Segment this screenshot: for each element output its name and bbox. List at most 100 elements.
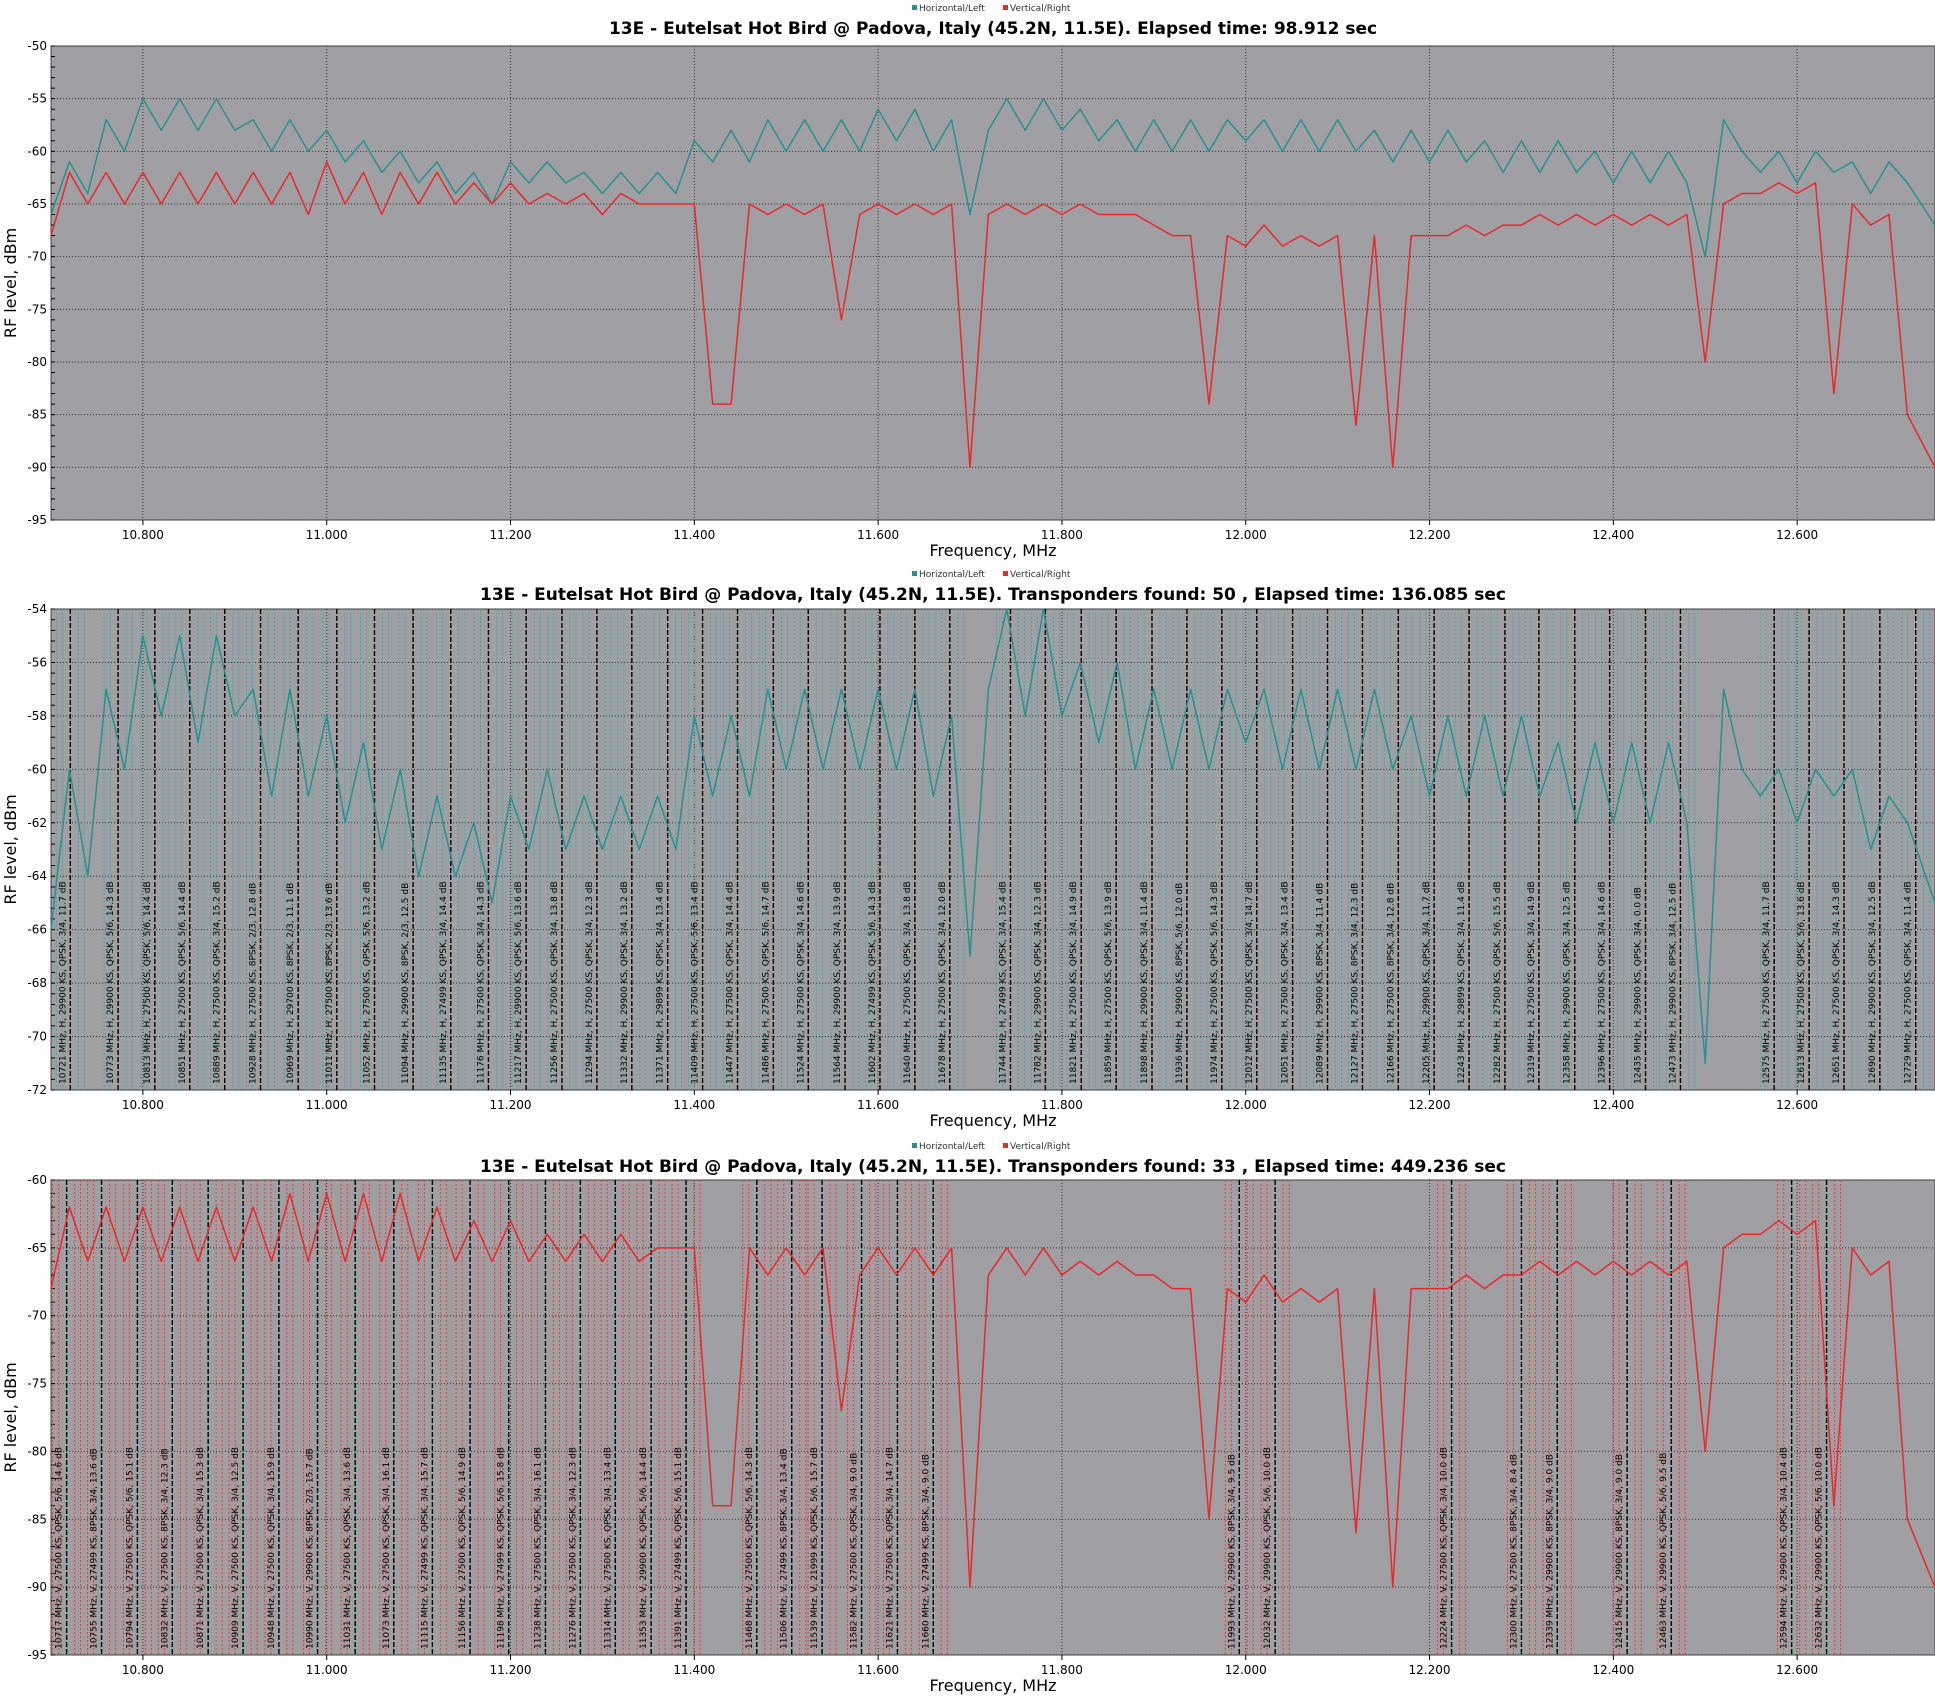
y-axis-label: RF level, dBm — [1, 228, 20, 338]
x-tick-label: 12.200 — [1409, 1663, 1451, 1677]
transponder-label: 10721 MHz, H, 29900 KS, QPSK, 3/4, 11.7 … — [58, 881, 68, 1084]
transponder-label: 10832 MHz, V, 27500 KS, 8PSK, 3/4, 12.3 … — [160, 1448, 170, 1649]
chart-panel-3: Horizontal/Left Vertical/Right 13E - Eutel… — [1, 1142, 1935, 1695]
transponder-label: 11371 MHz, H, 29899 KS, QPSK, 3/4, 13.4 … — [656, 881, 666, 1084]
y-axis-label: RF level, dBm — [1, 1362, 20, 1472]
transponder-label: 12166 MHz, H, 27500 KS, 8PSK, 3/4, 12.8 … — [1386, 883, 1396, 1084]
transponder-label: 11094 MHz, H, 29900 KS, 8PSK, 2/3, 12.5 … — [401, 883, 411, 1084]
x-tick-label: 11.200 — [490, 1663, 532, 1677]
y-tick-label: -66 — [27, 923, 47, 937]
plot-area — [50, 1179, 1935, 1656]
transponder-label: 12224 MHz, V, 27500 KS, QPSK, 3/4, 10.0 … — [1440, 1447, 1450, 1649]
chart-panel-2: Horizontal/Left Vertical/Right 13E - Eutel… — [1, 570, 1935, 1130]
y-tick-label: -75 — [27, 1377, 47, 1391]
transponder-label: 11974 MHz, H, 27500 KS, QPSK, 5/6, 14.3 … — [1210, 881, 1220, 1084]
transponder-label: 11539 MHz, V, 21999 KS, QPSK, 5/6, 15.7 … — [810, 1447, 820, 1649]
y-tick-label: -55 — [27, 92, 47, 106]
transponder-label: 11176 MHz, H, 27500 KS, QPSK, 3/4, 14.3 … — [476, 881, 486, 1084]
transponder-label: 11391 MHz, V, 27499 KS, QPSK, 5/6, 15.1 … — [674, 1447, 684, 1649]
transponder-label: 11506 MHz, V, 27499 KS, 8PSK, 3/4, 13.4 … — [780, 1448, 790, 1649]
x-tick-label: 10.800 — [122, 528, 164, 542]
x-tick-label: 11.000 — [306, 528, 348, 542]
transponder-label: 11135 MHz, H, 27499 KS, QPSK, 3/4, 14.4 … — [439, 881, 449, 1084]
x-tick-label: 10.800 — [122, 1098, 164, 1112]
transponder-label: 11256 MHz, H, 27500 KS, QPSK, 3/4, 13.8 … — [550, 881, 560, 1084]
x-tick-label: 11.800 — [1041, 1663, 1083, 1677]
transponder-label: 10928 MHz, H, 27500 KS, 8PSK, 2/3, 12.8 … — [249, 883, 259, 1084]
transponder-label: 12032 MHz, V, 29900 KS, QPSK, 5/6, 10.0 … — [1263, 1447, 1273, 1649]
x-tick-label: 11.200 — [490, 528, 532, 542]
transponder-label: 11314 MHz, V, 27500 KS, QPSK, 3/4, 13.4 … — [603, 1447, 613, 1649]
transponder-label: 11678 MHz, H, 27500 KS, QPSK, 3/4, 12.0 … — [938, 881, 948, 1084]
x-tick-label: 10.800 — [122, 1663, 164, 1677]
x-tick-label: 11.600 — [857, 1663, 899, 1677]
legend-horizontal-swatch — [912, 1143, 917, 1148]
transponder-label: 12415 MHz, V, 29900 KS, 8PSK, 3/4, 9.0 d… — [1615, 1454, 1625, 1649]
transponder-label: 10969 MHz, H, 29700 KS, 8PSK, 2/3, 11.1 … — [286, 883, 296, 1084]
transponder-label: 11859 MHz, H, 27500 KS, QPSK, 5/6, 13.9 … — [1104, 881, 1114, 1084]
transponder-label: 12594 MHz, V, 29900 KS, QPSK, 3/4, 10.4 … — [1780, 1447, 1790, 1649]
x-tick-label: 12.600 — [1776, 528, 1818, 542]
y-tick-label: -70 — [27, 1030, 47, 1044]
transponder-label: 10948 MHz, V, 27500 KS, QPSK, 3/4, 15.9 … — [267, 1447, 277, 1649]
legend-vertical-label: Vertical/Right — [1010, 570, 1071, 580]
y-tick-label: -95 — [27, 1648, 47, 1662]
transponder-label: 12243 MHz, H, 29899 KS, QPSK, 3/4, 11.4 … — [1457, 881, 1467, 1084]
y-tick-label: -90 — [27, 460, 47, 474]
transponder-label: 11115 MHz, V, 27499 KS, QPSK, 3/4, 15.7 … — [420, 1447, 430, 1649]
transponder-label: 10773 MHz, H, 29900 KS, QPSK, 5/6, 14.3 … — [106, 881, 116, 1084]
series-line-vertical — [50, 161, 1935, 469]
transponder-label: 11011 MHz, H, 27500 KS, 8PSK, 2/3, 13.6 … — [325, 883, 335, 1084]
transponder-label: 12613 MHz, H, 27500 KS, QPSK, 5/6, 13.6 … — [1797, 881, 1807, 1084]
y-tick-label: -65 — [27, 197, 47, 211]
y-tick-label: -95 — [27, 513, 47, 527]
transponder-label: 11198 MHz, V, 27499 KS, QPSK, 5/6, 15.8 … — [497, 1447, 507, 1649]
transponder-label: 12319 MHz, H, 27500 KS, QPSK, 3/4, 14.9 … — [1527, 881, 1537, 1084]
transponder-label: 11640 MHz, H, 27500 KS, QPSK, 3/4, 13.8 … — [903, 881, 913, 1084]
transponder-label: 12012 MHz, H, 27500 KS, QPSK, 3/4, 14.7 … — [1245, 881, 1255, 1084]
legend-vertical-swatch — [1003, 1143, 1008, 1148]
transponder-label: 10990 MHz, V, 29900 KS, 8PSK, 2/3, 15.7 … — [306, 1448, 316, 1649]
transponder-label: 11524 MHz, H, 27500 KS, QPSK, 3/4, 14.6 … — [796, 881, 806, 1084]
x-tick-label: 11.800 — [1041, 1098, 1083, 1112]
transponder-label: 11217 MHz, H, 29900 KS, QPSK, 5/6, 13.6 … — [514, 881, 524, 1084]
legend-horizontal-swatch — [912, 5, 917, 10]
transponder-label: 11564 MHz, H, 29900 KS, QPSK, 3/4, 13.9 … — [833, 881, 843, 1084]
legend-vertical-swatch — [1003, 5, 1008, 10]
transponder-label: 11353 MHz, V, 29900 KS, QPSK, 5/6, 14.4 … — [639, 1447, 649, 1649]
transponder-label: 11821 MHz, H, 27500 KS, QPSK, 3/4, 14.9 … — [1069, 881, 1079, 1084]
x-tick-label: 11.600 — [857, 528, 899, 542]
transponder-label: 10889 MHz, H, 27500 KS, QPSK, 3/4, 15.2 … — [213, 881, 223, 1084]
transponder-label: 12435 MHz, H, 29900 KS, QPSK, 3/4, 0.0 d… — [1634, 887, 1644, 1084]
series-line-vertical — [50, 1192, 1935, 1588]
transponder-label: 10794 MHz, V, 27500 KS, QPSK, 5/6, 15.1 … — [125, 1447, 135, 1649]
x-axis-label: Frequency, MHz — [929, 1676, 1056, 1695]
transponder-label: 12575 MHz, H, 27500 KS, QPSK, 3/4, 11.7 … — [1762, 881, 1772, 1084]
transponder-label: 11447 MHz, H, 27500 KS, QPSK, 3/4, 14.4 … — [726, 881, 736, 1084]
series-line-horizontal — [50, 97, 1935, 258]
transponder-label: 10871 MHz, V, 27500 KS, QPSK, 3/4, 15.3 … — [196, 1447, 206, 1649]
transponder-label: 11332 MHz, H, 29900 KS, QPSK, 3/4, 13.2 … — [620, 881, 630, 1084]
x-tick-label: 11.400 — [673, 1663, 715, 1677]
x-tick-label: 12.400 — [1592, 1098, 1634, 1112]
y-tick-label: -62 — [27, 816, 47, 830]
x-tick-label: 12.200 — [1409, 1098, 1451, 1112]
x-tick-label: 12.000 — [1225, 528, 1267, 542]
transponder-label: 12127 MHz, H, 27500 KS, 8PSK, 3/4, 12.3 … — [1350, 883, 1360, 1084]
x-tick-label: 11.400 — [673, 1098, 715, 1112]
y-tick-label: -80 — [27, 1444, 47, 1458]
transponder-label: 11468 MHz, V, 27500 KS, QPSK, 5/6, 14.3 … — [745, 1447, 755, 1649]
plot-area — [50, 608, 1935, 1091]
x-axis-label: Frequency, MHz — [929, 1111, 1056, 1130]
y-tick-label: -90 — [27, 1580, 47, 1594]
legend-vertical-label: Vertical/Right — [1010, 4, 1071, 14]
legend-vertical-label: Vertical/Right — [1010, 1142, 1071, 1152]
y-tick-label: -58 — [27, 709, 47, 723]
transponder-label: 12729 MHz, H, 27500 KS, QPSK, 3/4, 11.4 … — [1904, 881, 1914, 1084]
x-axis-label: Frequency, MHz — [929, 541, 1056, 560]
transponder-label: 12632 MHz, V, 29900 KS, QPSK, 5/6, 10.0 … — [1815, 1447, 1825, 1649]
y-tick-label: -60 — [27, 762, 47, 776]
x-tick-label: 12.200 — [1409, 528, 1451, 542]
y-tick-label: -64 — [27, 869, 47, 883]
